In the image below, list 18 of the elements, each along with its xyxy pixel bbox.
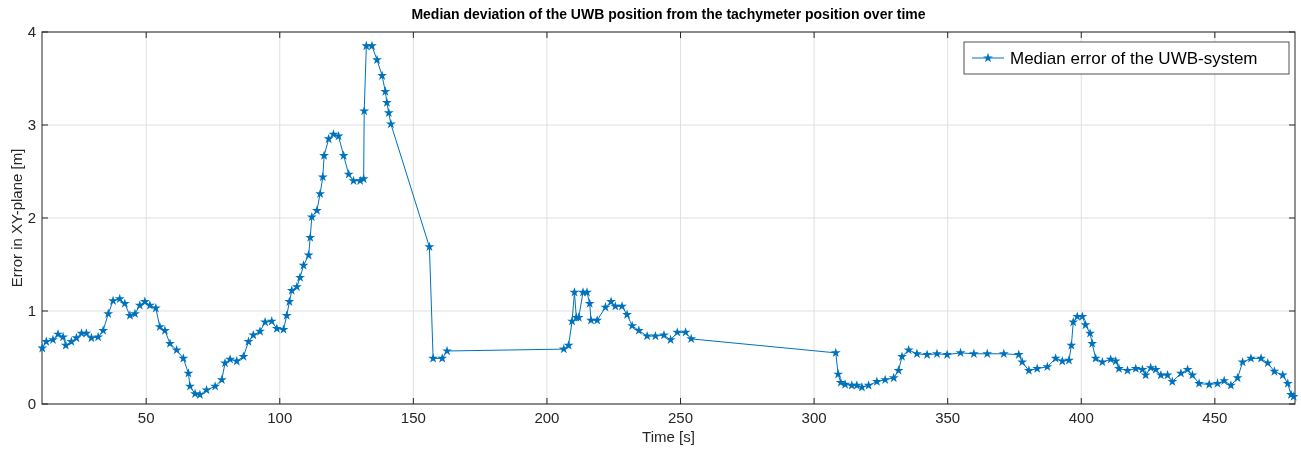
- y-tick-label: 4: [27, 23, 36, 41]
- legend-label: Median error of the UWB-system: [1010, 48, 1258, 68]
- y-tick-label: 1: [27, 302, 36, 320]
- x-tick-label: 100: [267, 409, 293, 426]
- x-tick-label: 350: [935, 409, 961, 426]
- x-tick-label: 400: [1068, 409, 1094, 426]
- y-tick-label: 2: [27, 209, 36, 227]
- x-tick-label: 450: [1202, 409, 1228, 426]
- chart-title: Median deviation of the UWB position from the tachymeter position over time: [411, 6, 926, 22]
- x-axis-title: Time [s]: [642, 428, 695, 445]
- x-tick-label: 250: [668, 409, 694, 426]
- x-tick-label: 300: [801, 409, 827, 426]
- y-tick-label: 0: [27, 395, 36, 413]
- x-tick-label: 50: [137, 409, 155, 426]
- x-tick-label: 150: [400, 409, 426, 426]
- x-tick-label: 200: [534, 409, 560, 426]
- y-axis-title: Error in XY-plane [m]: [8, 148, 25, 288]
- y-tick-label: 3: [27, 116, 36, 134]
